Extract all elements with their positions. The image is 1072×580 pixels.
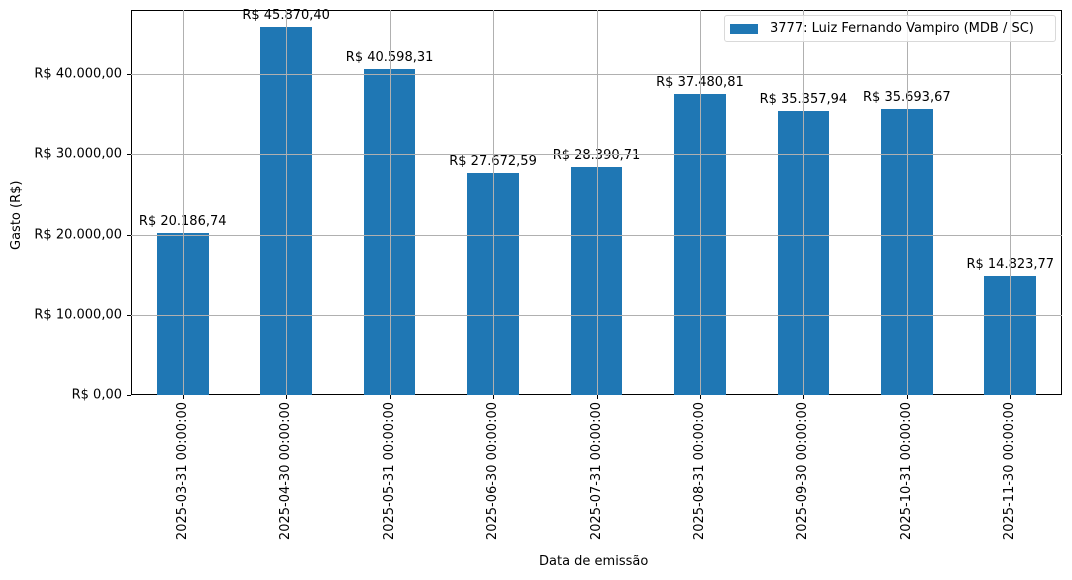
- x-tick-mark: [286, 395, 288, 399]
- y-tick-mark: [127, 154, 131, 156]
- x-tick-label: 2025-05-31 00:00:00: [381, 402, 397, 541]
- gridline-vertical: [493, 10, 495, 395]
- y-tick-label: R$ 20.000,00: [34, 227, 122, 243]
- x-tick-label: 2025-08-31 00:00:00: [691, 402, 707, 541]
- x-tick-label: 2025-04-30 00:00:00: [278, 402, 294, 541]
- y-tick-mark: [127, 234, 131, 236]
- x-tick-label: 2025-10-31 00:00:00: [898, 402, 914, 541]
- y-tick-label: R$ 10.000,00: [34, 307, 122, 323]
- legend-label: 3777: Luiz Fernando Vampiro (MDB / SC): [770, 21, 1034, 36]
- y-tick-label: R$ 30.000,00: [34, 146, 122, 162]
- x-tick-mark: [596, 395, 598, 399]
- y-tick-label: R$ 0,00: [71, 387, 122, 403]
- gridline-vertical: [596, 10, 598, 395]
- gridline-vertical: [286, 10, 288, 395]
- gridline-vertical: [906, 10, 908, 395]
- x-tick-mark: [1010, 395, 1012, 399]
- gridline-vertical: [1010, 10, 1012, 395]
- x-tick-mark: [803, 395, 805, 399]
- x-tick-mark: [493, 395, 495, 399]
- gridline-vertical: [389, 10, 391, 395]
- x-tick-mark: [906, 395, 908, 399]
- gridline-vertical: [182, 10, 184, 395]
- y-tick-mark: [127, 314, 131, 316]
- y-tick-mark: [127, 74, 131, 76]
- x-tick-label: 2025-06-30 00:00:00: [485, 402, 501, 541]
- x-tick-label: 2025-07-31 00:00:00: [588, 402, 604, 541]
- gridline-vertical: [699, 10, 701, 395]
- x-tick-mark: [699, 395, 701, 399]
- legend-swatch: [730, 23, 758, 34]
- x-tick-label: 2025-11-30 00:00:00: [1002, 402, 1018, 541]
- x-tick-mark: [389, 395, 391, 399]
- x-tick-label: 2025-03-31 00:00:00: [174, 402, 190, 541]
- x-tick-label: 2025-09-30 00:00:00: [795, 402, 811, 541]
- x-axis-label: Data de emissão: [539, 554, 649, 569]
- x-tick-mark: [182, 395, 184, 399]
- y-tick-label: R$ 40.000,00: [34, 66, 122, 82]
- y-tick-mark: [127, 395, 131, 396]
- y-axis-label: Gasto (R$): [9, 180, 24, 250]
- gridline-vertical: [803, 10, 805, 395]
- legend: 3777: Luiz Fernando Vampiro (MDB / SC): [724, 15, 1056, 42]
- bar: [570, 167, 623, 395]
